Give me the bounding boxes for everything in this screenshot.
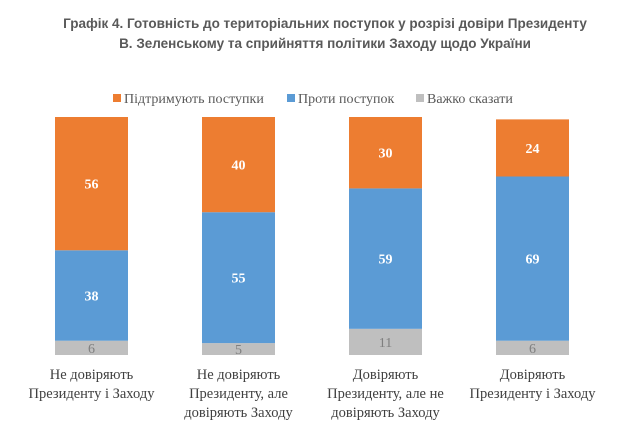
chart-title-line: Графік 4. Готовність до територіальних п… <box>63 16 587 31</box>
data-label: 6 <box>88 342 95 357</box>
bar-segment <box>55 250 128 341</box>
legend-label: Підтримують поступки <box>124 92 264 107</box>
category-label: Довіряють <box>353 367 419 383</box>
category-label: довіряють Заходу <box>331 405 440 421</box>
data-label: 11 <box>379 336 392 351</box>
category-label: Довіряють <box>500 367 566 383</box>
bar-segment <box>349 328 422 355</box>
data-label: 69 <box>526 253 540 268</box>
legend-swatch <box>287 94 295 102</box>
legend-label: Проти поступок <box>298 92 395 107</box>
category-label: Президенту, але <box>189 386 288 402</box>
data-label: 56 <box>85 178 99 193</box>
bar-segment <box>202 117 275 213</box>
legend-label: Важко сказати <box>427 92 513 107</box>
category-label: Президенту і Заходу <box>29 386 156 402</box>
legend-swatch <box>416 94 424 102</box>
category-label: Не довіряють <box>50 367 134 383</box>
data-label: 5 <box>235 343 242 358</box>
bar-segment <box>349 117 422 189</box>
category-label: Не довіряють <box>197 367 281 383</box>
bar-segment <box>55 340 128 355</box>
category-label: довіряють Заходу <box>184 405 293 421</box>
bar-segment <box>349 188 422 329</box>
chart-title: Графік 4. Готовність до територіальних п… <box>40 14 610 54</box>
data-label: 30 <box>379 147 393 162</box>
bar-segment <box>55 117 128 251</box>
data-label: 55 <box>232 272 246 287</box>
data-label: 40 <box>232 159 246 174</box>
category-label: Президенту і Заходу <box>470 386 597 402</box>
data-label: 6 <box>529 342 536 357</box>
data-label: 24 <box>526 142 540 157</box>
category-label: Президенту, але не <box>327 386 444 402</box>
bar-segment <box>496 119 569 177</box>
bar-segment <box>496 340 569 355</box>
data-label: 59 <box>379 253 393 268</box>
bar-segment <box>496 176 569 341</box>
bar-segment <box>202 212 275 344</box>
bar-segment <box>202 343 275 355</box>
chart-title-line: В. Зеленському та сприйняття політики За… <box>119 36 531 51</box>
legend-swatch <box>113 94 121 102</box>
data-label: 38 <box>85 290 99 305</box>
